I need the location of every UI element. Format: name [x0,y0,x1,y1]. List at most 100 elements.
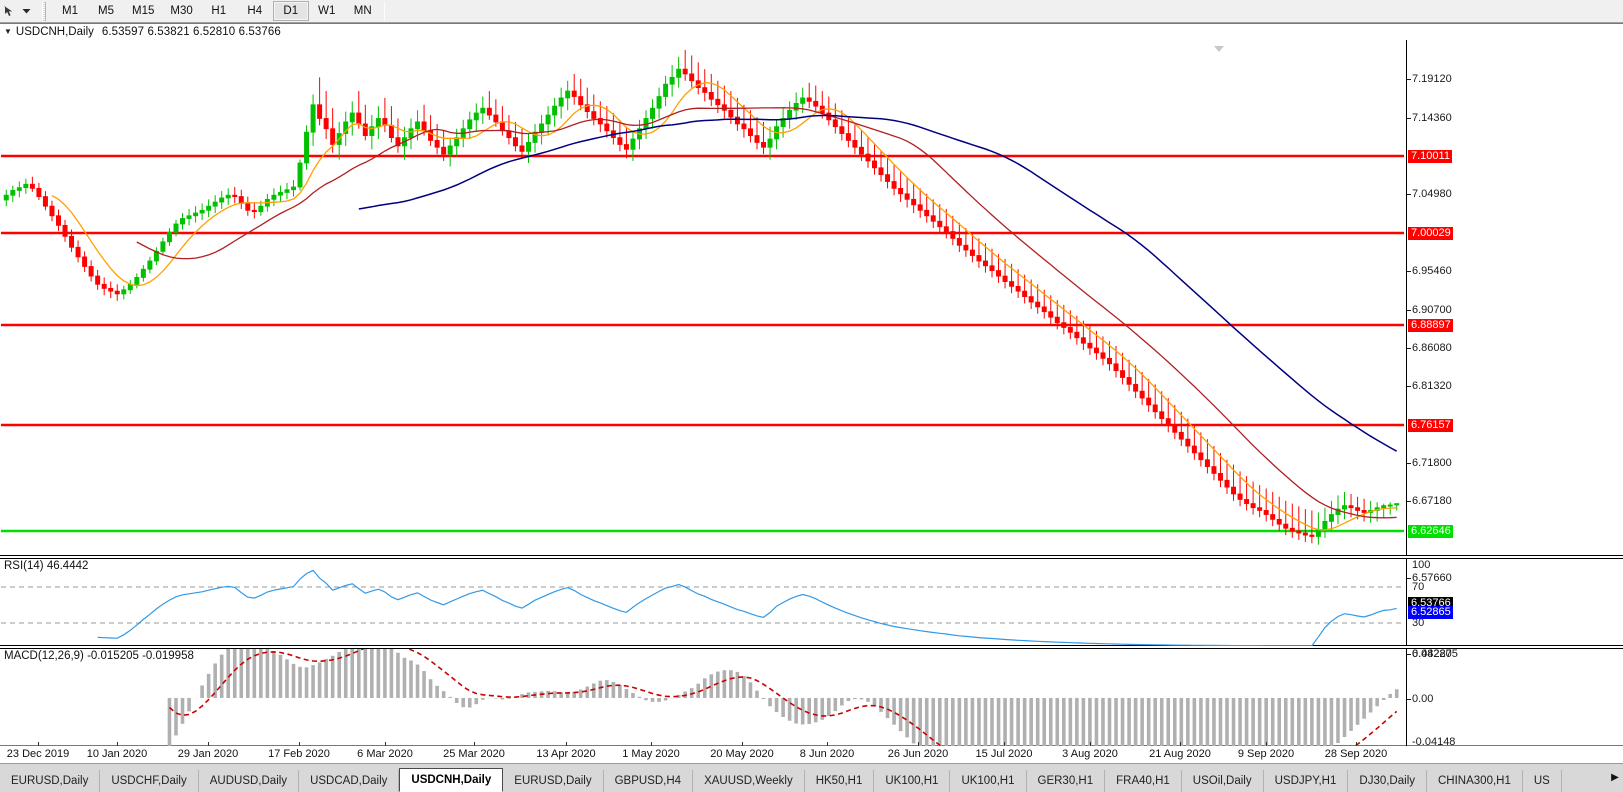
price-scale-tick [1407,194,1411,195]
price-scale-label: 6.57660 [1412,572,1452,584]
timeframe-button-m15[interactable]: M15 [132,5,155,17]
date-axis-label: 13 Apr 2020 [536,748,596,760]
chart-tab-gbpusd-h4[interactable]: GBPUSD,H4 [603,770,694,792]
chart-tab-eurusd-daily[interactable]: EURUSD,Daily [0,770,101,792]
date-axis-tick [117,742,118,746]
chart-tab-uk100-h1[interactable]: UK100,H1 [874,770,951,792]
price-scale-tick [1407,463,1411,464]
timeframe-button-group: M1 M5 M15 M30 H1 H4 D1 W1 MN [52,1,381,21]
date-axis-label: 10 Jan 2020 [86,748,148,760]
date-axis-label: 29 Jan 2020 [177,748,239,760]
macd-scale-label: -0.04148 [1412,736,1456,748]
rsi-scale-divider [1406,559,1407,646]
timeframe-button-d1[interactable]: D1 [272,1,309,21]
date-axis-label: 3 Aug 2020 [1062,748,1118,760]
rsi-scale-label: 30 [1412,617,1425,629]
date-axis-label: 17 Feb 2020 [268,748,330,760]
chart-tab-fra40-h1[interactable]: FRA40,H1 [1105,770,1182,792]
tab-scroll-right-icon[interactable]: ▶ [1607,764,1623,792]
date-axis-tick [299,742,300,746]
date-axis-tick [38,742,39,746]
price-scale-tick [1407,310,1411,311]
macd-title: MACD(12,26,9) -0.015205 -0.019958 [4,650,194,662]
price-level-label-resistance[interactable]: 7.00029 [1408,227,1453,240]
date-axis-label: 9 Sep 2020 [1237,748,1295,760]
chart-tab-usdjpy-h1[interactable]: USDJPY,H1 [1263,770,1349,792]
date-axis-tick [474,742,475,746]
price-scale-label: 6.48280 [1412,648,1452,660]
chart-tab-audusd-daily[interactable]: AUDUSD,Daily [198,770,300,792]
price-level-label-support[interactable]: 6.62646 [1408,525,1453,538]
date-axis-tick [1004,742,1005,746]
rsi-pane[interactable]: RSI(14) 46.4442 100 70 30 [0,558,1623,646]
timeframe-button-mn[interactable]: MN [353,5,372,17]
cursor-tool-group[interactable] [0,2,34,21]
timeframe-button-w1[interactable]: W1 [318,5,336,17]
chart-tab-us[interactable]: US [1522,770,1562,792]
date-axis-label: 25 Mar 2020 [443,748,505,760]
price-level-label-resistance[interactable]: 7.10011 [1408,150,1452,163]
price-scale-label: 6.90700 [1412,304,1452,316]
price-level-label-resistance[interactable]: 6.76157 [1408,419,1453,432]
price-scale-label: 7.14360 [1412,112,1452,124]
date-axis-label: 26 Jun 2020 [887,748,949,760]
date-axis-label: 20 May 2020 [710,748,774,760]
chart-tab-usdcnh-daily[interactable]: USDCNH,Daily [399,768,504,792]
timeframe-button-m30[interactable]: M30 [170,5,193,17]
price-scale-tick [1407,654,1411,655]
chart-symbol-label: USDCNH,Daily [15,26,94,38]
date-axis-tick [742,742,743,746]
date-axis-tick [566,742,567,746]
price-scale-label: 7.04980 [1412,188,1452,200]
toolbar-drag-handle[interactable] [42,1,46,21]
crosshair-cursor-icon[interactable] [0,2,18,20]
chart-tab-usoil-daily[interactable]: USOil,Daily [1181,770,1264,792]
date-axis-tick [1266,742,1267,746]
chart-tab-usdchf-daily[interactable]: USDCHF,Daily [100,770,199,792]
chart-scroll-indicator-icon [1214,45,1224,54]
chart-tab-china300-h1[interactable]: CHINA300,H1 [1427,770,1523,792]
chart-tab-usdcad-daily[interactable]: USDCAD,Daily [299,770,400,792]
main-toolbar: M1 M5 M15 M30 H1 H4 D1 W1 MN [0,0,1623,23]
price-pane[interactable]: 7.19120 7.14360 7.04980 6.95460 6.90700 6.860… [0,40,1623,660]
date-axis-tick [651,742,652,746]
price-scale-label: 6.81320 [1412,380,1452,392]
chart-tab-hk50-h1[interactable]: HK50,H1 [804,770,875,792]
macd-plot[interactable] [0,649,1623,746]
timeframe-button-h4[interactable]: H4 [247,5,263,17]
date-axis-tick [827,742,828,746]
price-scale-tick [1407,386,1411,387]
timeframe-button-m5[interactable]: M5 [98,5,114,17]
timeframe-button-h1[interactable]: H1 [211,5,227,17]
date-axis-label: 21 Aug 2020 [1149,748,1211,760]
date-axis-tick [1090,742,1091,746]
date-axis-tick [385,742,386,746]
macd-scale-label: 0.042275 [1412,648,1458,660]
chart-tab-dj30-daily[interactable]: DJ30,Daily [1348,770,1427,792]
cursor-dropdown-arrow-icon[interactable] [18,2,34,21]
price-scale-divider [1406,40,1407,556]
toolbar-divider [383,2,385,20]
rsi-plot[interactable] [0,559,1623,646]
chart-collapse-arrow-icon[interactable]: ▼ [4,27,12,36]
chart-tab-xauusd-weekly[interactable]: XAUUSD,Weekly [693,770,805,792]
price-scale-tick [1407,501,1411,502]
price-level-label-resistance[interactable]: 6.88897 [1408,319,1453,332]
chart-tab-ger30-h1[interactable]: GER30,H1 [1026,770,1106,792]
timeframe-button-m1[interactable]: M1 [62,5,78,17]
macd-scale-divider [1406,649,1407,746]
rsi-title: RSI(14) 46.4442 [4,560,89,572]
price-candlestick-plot[interactable] [0,40,1623,556]
date-axis-label: 6 Mar 2020 [357,748,413,760]
chart-ohlc-values: 6.53597 6.53821 6.52810 6.53766 [101,26,281,38]
price-scale-tick [1407,348,1411,349]
price-level-label-bid[interactable]: 6.52865 [1408,606,1453,619]
price-scale-tick [1407,79,1411,80]
date-axis[interactable]: 23 Dec 2019 10 Jan 2020 29 Jan 2020 17 Feb … [0,742,1623,763]
macd-pane[interactable]: MACD(12,26,9) -0.015205 -0.019958 0.0422… [0,648,1623,748]
chart-tab-eurusd-daily[interactable]: EURUSD,Daily [503,770,604,792]
date-axis-label: 8 Jun 2020 [799,748,855,760]
price-scale-tick [1407,578,1411,579]
chart-tab-uk100-h1[interactable]: UK100,H1 [950,770,1027,792]
price-scale-label: 6.67180 [1412,495,1452,507]
